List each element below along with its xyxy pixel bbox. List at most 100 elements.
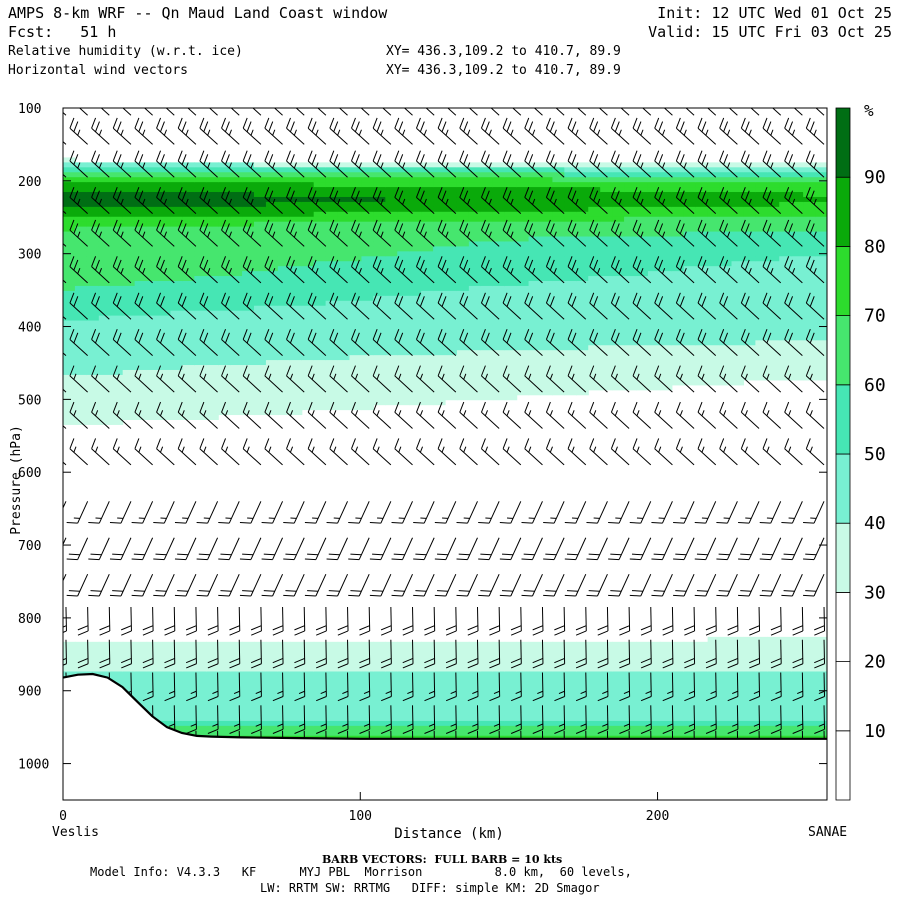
rh-cell xyxy=(361,211,374,218)
rh-cell xyxy=(683,720,697,727)
rh-cell xyxy=(731,320,745,327)
rh-cell xyxy=(110,162,124,168)
rh-cell xyxy=(516,384,530,391)
rh-cell xyxy=(588,651,601,658)
rh-cell xyxy=(158,172,172,178)
rh-cell xyxy=(194,686,207,692)
rh-cell xyxy=(636,661,649,668)
rh-cell xyxy=(182,325,195,332)
rh-cell xyxy=(647,355,661,361)
rh-cell xyxy=(98,310,112,317)
rh-cell xyxy=(361,691,374,697)
rh-cell xyxy=(313,666,327,673)
rh-cell xyxy=(265,666,279,673)
rh-cell xyxy=(540,681,554,687)
rh-cell xyxy=(74,192,88,198)
rh-cell xyxy=(313,394,327,401)
rh-cell xyxy=(528,340,542,346)
rh-cell xyxy=(289,172,303,178)
rh-cell xyxy=(242,360,255,366)
rh-cell xyxy=(791,656,804,663)
rh-cell xyxy=(576,192,589,198)
rh-cell xyxy=(576,365,589,371)
rh-cell xyxy=(230,251,243,257)
rh-cell xyxy=(397,261,410,267)
rh-cell xyxy=(767,226,780,233)
rh-cell xyxy=(433,379,446,386)
rh-cell xyxy=(86,350,100,356)
rh-cell xyxy=(254,651,267,658)
rh-cell xyxy=(636,315,649,322)
rh-cell xyxy=(122,389,136,396)
rh-cell xyxy=(576,345,589,351)
rh-cell xyxy=(624,241,637,247)
rh-cell xyxy=(528,221,542,228)
rh-cell xyxy=(480,172,494,178)
rh-cell xyxy=(433,216,446,223)
rh-cell xyxy=(158,384,172,391)
rh-cell xyxy=(74,231,88,238)
rh-cell xyxy=(110,335,124,341)
rh-cell xyxy=(456,671,470,678)
rh-cell xyxy=(492,320,506,327)
rh-cell xyxy=(719,651,733,658)
rh-cell xyxy=(134,300,148,307)
rh-cell xyxy=(683,320,697,327)
rh-cell xyxy=(289,686,303,692)
rh-cell xyxy=(110,285,124,292)
rh-cell xyxy=(719,696,733,702)
rh-cell xyxy=(218,216,231,223)
rh-cell xyxy=(265,706,279,712)
rh-cell xyxy=(146,335,160,341)
rh-cell xyxy=(504,325,518,332)
rh-cell xyxy=(695,646,709,653)
rh-cell xyxy=(456,285,470,292)
rh-cell xyxy=(98,241,112,247)
rh-cell xyxy=(122,384,136,391)
rh-cell xyxy=(265,261,279,267)
rh-cell xyxy=(564,661,577,668)
rh-cell xyxy=(540,231,554,238)
rh-cell xyxy=(409,320,422,327)
rh-cell xyxy=(707,192,721,198)
rh-cell xyxy=(445,360,458,366)
rh-cell xyxy=(480,182,494,188)
rh-cell xyxy=(170,172,183,178)
rh-cell xyxy=(564,211,577,218)
rh-cell xyxy=(242,330,255,336)
rh-cell xyxy=(289,315,303,322)
rh-cell xyxy=(612,192,625,198)
rh-cell xyxy=(445,236,458,243)
rh-cell xyxy=(588,305,601,312)
rh-cell xyxy=(361,290,374,297)
rh-cell xyxy=(98,389,112,396)
rh-cell xyxy=(86,162,100,168)
rh-cell xyxy=(552,365,565,371)
rh-cell xyxy=(194,651,207,658)
rh-cell xyxy=(707,706,721,712)
rh-cell xyxy=(134,399,148,406)
rh-cell xyxy=(361,305,374,312)
rh-cell xyxy=(564,305,577,312)
rh-cell xyxy=(671,725,685,732)
rh-cell xyxy=(540,641,554,648)
rh-cell xyxy=(695,701,709,707)
rh-cell xyxy=(695,706,709,712)
rh-cell xyxy=(564,379,577,386)
rh-cell xyxy=(695,369,709,376)
rh-cell xyxy=(182,365,195,371)
rh-cell xyxy=(695,360,709,366)
rh-cell xyxy=(242,167,255,173)
rh-cell xyxy=(337,369,351,376)
rh-cell xyxy=(504,651,518,658)
rh-cell xyxy=(301,251,315,257)
rh-cell xyxy=(767,725,780,732)
rh-cell xyxy=(779,355,792,361)
rh-cell xyxy=(468,226,482,233)
rh-cell xyxy=(468,211,482,218)
rh-cell xyxy=(74,251,88,257)
rh-cell xyxy=(707,226,721,233)
rh-cell xyxy=(540,177,554,183)
rh-cell xyxy=(791,300,804,307)
rh-cell xyxy=(277,701,291,707)
